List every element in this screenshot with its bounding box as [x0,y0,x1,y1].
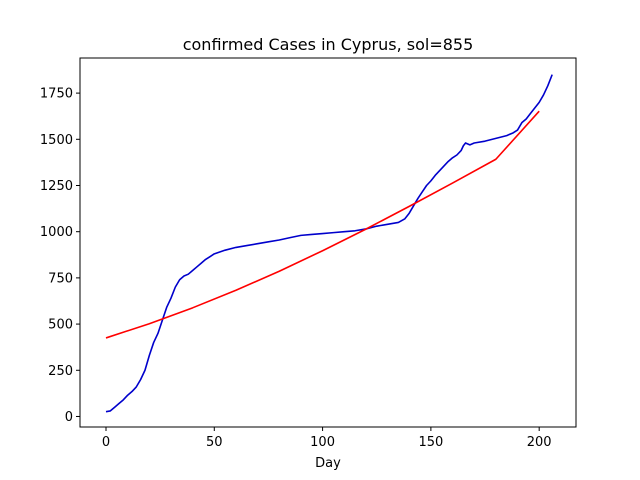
x-tick-label: 200 [527,435,552,450]
plot-area [79,57,577,428]
x-tick-label: 50 [206,435,223,450]
y-tick-label: 750 [48,271,73,286]
series-layer [105,74,553,413]
x-tick-label: 150 [418,435,443,450]
y-tick-label: 250 [48,364,73,379]
y-tick-label: 1500 [40,133,73,148]
y-tick-label: 1750 [40,87,73,102]
x-axis-label: Day [315,456,341,471]
x-axis: 0 50 100 150 200 [102,427,552,450]
y-tick-label: 1000 [40,225,73,240]
chart-title: confirmed Cases in Cyprus, sol=855 [183,35,474,54]
x-tick-label: 0 [102,435,110,450]
series-line-1 [105,110,540,339]
x-tick-label: 100 [310,435,335,450]
y-axis: 0 250 500 750 1000 1250 1500 1750 [40,87,80,425]
y-tick-label: 1250 [40,179,73,194]
y-tick-label: 500 [48,318,73,333]
y-tick-label: 0 [65,410,73,425]
series-line-0 [105,74,553,413]
